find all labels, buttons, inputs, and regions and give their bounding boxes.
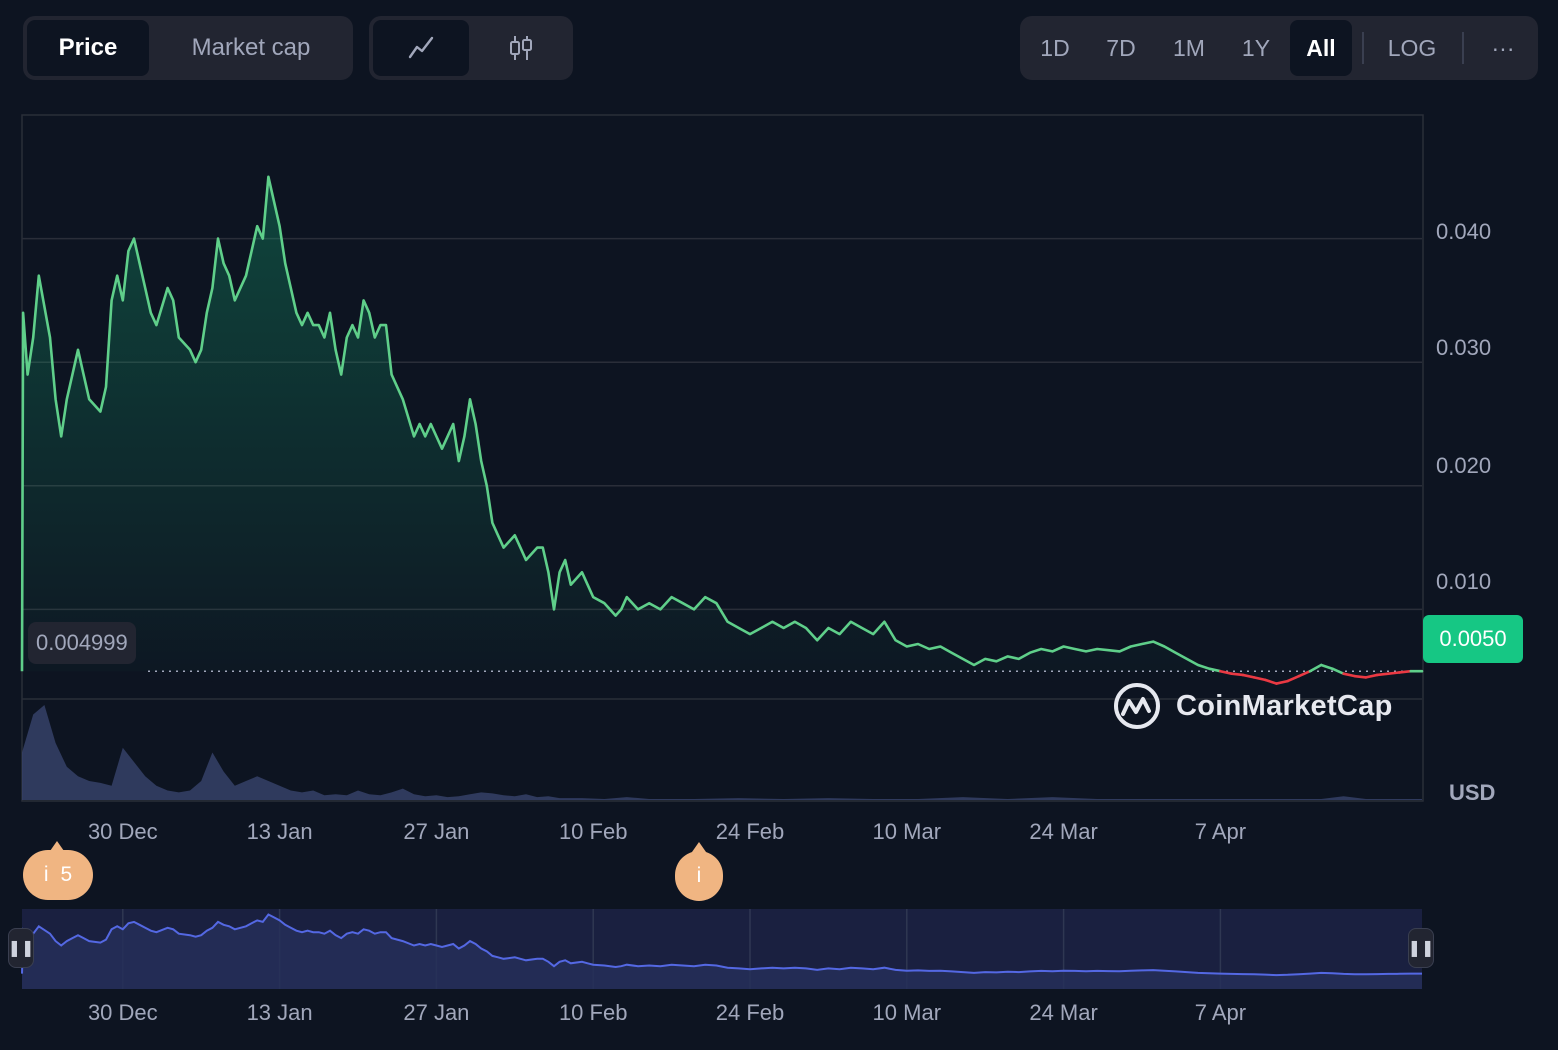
price-segment bbox=[1230, 672, 1245, 677]
navigator-x-tick-label: 10 Mar bbox=[872, 1000, 942, 1025]
candlestick-button[interactable] bbox=[473, 20, 569, 76]
price-segment bbox=[1286, 674, 1301, 683]
price-segment bbox=[1252, 676, 1267, 682]
range-1m-button[interactable]: 1M bbox=[1173, 34, 1205, 61]
price-segment bbox=[1331, 667, 1345, 675]
candlestick-icon bbox=[510, 36, 532, 60]
log-scale-button[interactable]: LOG bbox=[1387, 34, 1437, 61]
info-icon: i bbox=[43, 863, 49, 886]
price-segment bbox=[1297, 669, 1312, 678]
navigator-right-handle[interactable]: ❚❚ bbox=[1408, 928, 1434, 968]
more-options-button[interactable]: ··· bbox=[1491, 34, 1515, 61]
tab-market-cap[interactable]: Market cap bbox=[191, 34, 311, 61]
price-segment bbox=[1319, 663, 1334, 671]
price-segment bbox=[1219, 669, 1233, 675]
brand-name: CoinMarketCap bbox=[1176, 689, 1393, 722]
y-tick-label: 0.010 bbox=[1436, 569, 1492, 594]
price-segment bbox=[1342, 672, 1357, 678]
line-chart-icon bbox=[408, 36, 434, 59]
price-segment bbox=[1263, 678, 1278, 685]
current-price-label: 0.004999 bbox=[28, 622, 136, 664]
navigator-x-tick-label: 27 Jan bbox=[403, 1000, 470, 1025]
coinmarketcap-logo-icon bbox=[1114, 683, 1160, 729]
y-tick-label: 0.040 bbox=[1436, 219, 1492, 244]
x-tick-label: 13 Jan bbox=[246, 819, 313, 844]
navigator-line bbox=[21, 913, 1422, 977]
metric-toggle: Price Market cap bbox=[23, 16, 353, 80]
price-segment bbox=[1241, 673, 1256, 679]
brand-watermark: CoinMarketCap bbox=[1112, 680, 1393, 732]
price-line-up bbox=[20, 175, 1221, 673]
price-segment bbox=[1308, 663, 1323, 673]
y-tick-label: 0.020 bbox=[1436, 453, 1492, 478]
range-all-button[interactable]: All bbox=[1290, 20, 1352, 76]
x-tick-label: 30 Dec bbox=[87, 819, 158, 844]
navigator-x-tick-label: 13 Jan bbox=[246, 1000, 313, 1025]
volume-area bbox=[22, 705, 1422, 800]
time-range-toggle: 1D 7D 1M 1Y All LOG ··· bbox=[1020, 16, 1538, 80]
line-chart-button[interactable] bbox=[373, 20, 469, 76]
x-tick-label: 10 Feb bbox=[558, 819, 628, 844]
info-icon: i bbox=[696, 864, 702, 887]
navigator-x-tick-label: 30 Dec bbox=[87, 1000, 158, 1025]
chart-type-toggle bbox=[369, 16, 573, 80]
price-area bbox=[22, 176, 1221, 672]
x-tick-label: 24 Feb bbox=[715, 819, 785, 844]
navigator-x-tick-label: 10 Feb bbox=[558, 1000, 628, 1025]
y-tick-label: 0.030 bbox=[1436, 335, 1492, 360]
x-tick-label: 10 Mar bbox=[872, 819, 942, 844]
navigator-x-tick-label: 24 Mar bbox=[1029, 1000, 1098, 1025]
tab-price[interactable]: Price bbox=[27, 20, 149, 76]
event-count: 5 bbox=[60, 863, 73, 886]
navigator-x-tick-label: 7 Apr bbox=[1194, 1000, 1247, 1025]
price-segment bbox=[1364, 673, 1379, 679]
x-tick-label: 27 Jan bbox=[403, 819, 470, 844]
x-tick-label: 24 Mar bbox=[1029, 819, 1098, 844]
current-price-badge: 0.0050 bbox=[1423, 615, 1523, 663]
toolbar-divider bbox=[1462, 32, 1464, 64]
x-tick-label: 7 Apr bbox=[1194, 819, 1247, 844]
event-marker[interactable]: i 5 bbox=[23, 841, 93, 900]
price-segment bbox=[1398, 669, 1413, 674]
price-segment bbox=[1387, 671, 1401, 675]
price-segment bbox=[1375, 672, 1390, 677]
range-7d-button[interactable]: 7D bbox=[1106, 34, 1136, 61]
toolbar-divider bbox=[1362, 32, 1364, 64]
event-marker[interactable]: i bbox=[675, 842, 723, 901]
range-1y-button[interactable]: 1Y bbox=[1241, 34, 1271, 61]
range-1d-button[interactable]: 1D bbox=[1040, 34, 1070, 61]
currency-label: USD bbox=[1449, 780, 1496, 805]
price-segment bbox=[1353, 674, 1368, 679]
price-segment bbox=[1275, 679, 1289, 685]
navigator-left-handle[interactable]: ❚❚ bbox=[8, 928, 34, 968]
navigator-x-tick-label: 24 Feb bbox=[715, 1000, 785, 1025]
